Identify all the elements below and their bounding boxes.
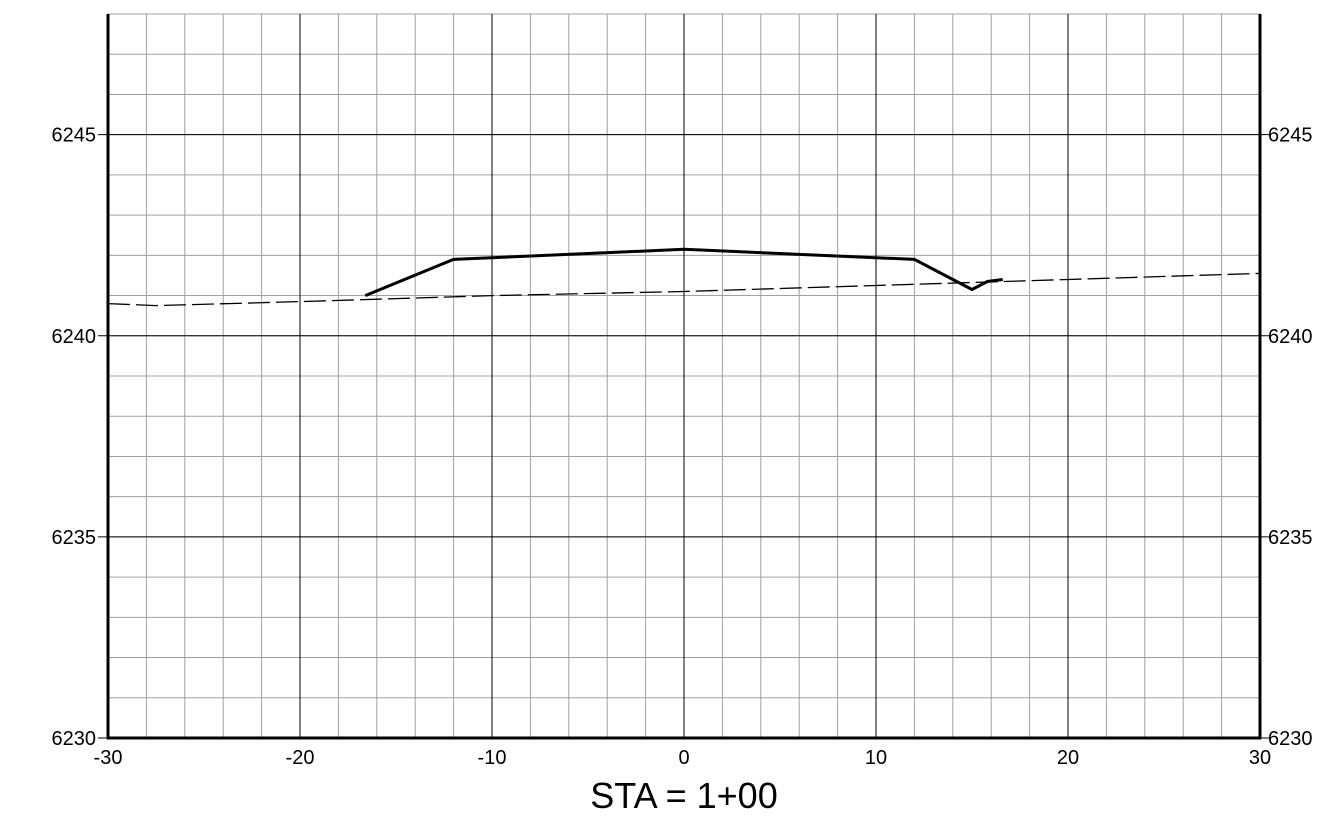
y-tick-label-right: 6245 bbox=[1268, 125, 1313, 147]
y-tick-label-right: 6240 bbox=[1268, 326, 1313, 348]
series-layer bbox=[107, 247, 1261, 307]
y-tick-label-left: 6230 bbox=[52, 728, 97, 750]
y-tick-label-left: 6240 bbox=[52, 326, 97, 348]
y-tick-labels-left: 6230 6235 6240 6245 bbox=[52, 125, 97, 750]
y-tick-label-left: 6235 bbox=[52, 527, 97, 549]
x-tick-label: 10 bbox=[865, 747, 887, 769]
x-tick-label: -20 bbox=[286, 747, 315, 769]
x-tick-label: 0 bbox=[678, 747, 689, 769]
y-tick-label-left: 6245 bbox=[52, 125, 97, 147]
plot-frame bbox=[106, 14, 1262, 740]
chart-title: STA = 1+00 bbox=[590, 775, 777, 816]
x-tick-labels: -30 -20 -10 0 10 20 30 bbox=[94, 747, 1272, 769]
existing-ground-line bbox=[107, 272, 1261, 307]
x-tick-label: 30 bbox=[1249, 747, 1271, 769]
y-tick-label-right: 6235 bbox=[1268, 527, 1313, 549]
x-tick-label: -30 bbox=[94, 747, 123, 769]
y-tick-label-right: 6230 bbox=[1268, 728, 1313, 750]
y-tick-labels-right: 6230 6235 6240 6245 bbox=[1268, 125, 1313, 750]
x-tick-label: -10 bbox=[478, 747, 507, 769]
x-tick-label: 20 bbox=[1057, 747, 1079, 769]
